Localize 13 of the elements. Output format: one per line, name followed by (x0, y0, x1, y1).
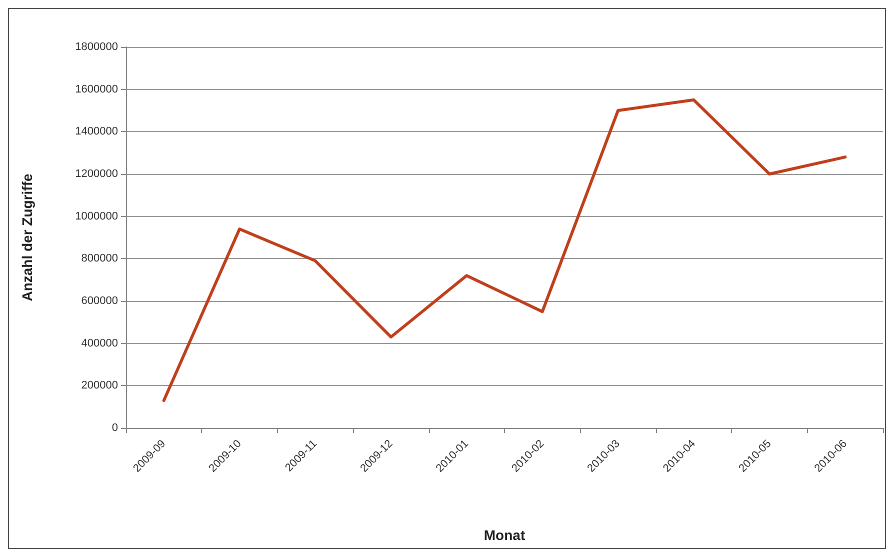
y-tick-label: 400000 (81, 337, 118, 350)
y-tick-label: 800000 (81, 252, 118, 265)
y-tick-label: 1000000 (75, 210, 118, 222)
y-tick-label: 1800000 (75, 41, 118, 53)
y-tick-label: 1400000 (75, 126, 118, 138)
x-axis-title: Monat (484, 527, 526, 543)
line-series (162, 98, 847, 402)
y-tick-label: 200000 (81, 380, 118, 392)
y-tick-label: 0 (112, 422, 118, 434)
y-tick-label: 1200000 (75, 168, 118, 180)
y-axis-title: Anzahl der Zugriffe (19, 174, 35, 302)
y-tick-label: 1600000 (75, 83, 118, 96)
y-tick-label: 600000 (81, 295, 118, 307)
